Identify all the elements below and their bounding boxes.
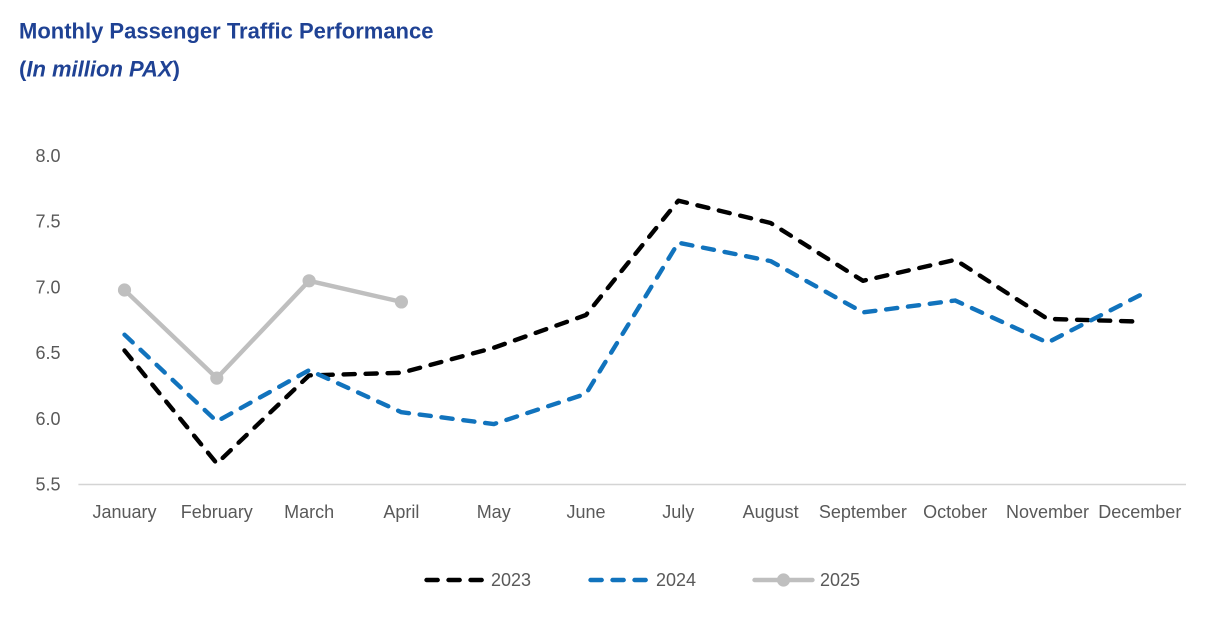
- svg-text:6.5: 6.5: [35, 343, 60, 363]
- svg-text:7.5: 7.5: [35, 212, 60, 232]
- svg-text:5.5: 5.5: [35, 475, 60, 495]
- svg-text:April: April: [383, 502, 419, 522]
- svg-text:March: March: [284, 502, 334, 522]
- svg-text:7.0: 7.0: [35, 277, 60, 297]
- svg-text:November: November: [1006, 502, 1089, 522]
- svg-text:Monthly Passenger Traffic Perf: Monthly Passenger Traffic Performance: [19, 18, 433, 43]
- svg-text:October: October: [923, 502, 987, 522]
- svg-text:(In million PAX): (In million PAX): [19, 56, 180, 81]
- svg-text:2024: 2024: [656, 570, 696, 590]
- svg-text:8.0: 8.0: [35, 146, 60, 166]
- svg-text:January: January: [92, 502, 156, 522]
- svg-text:February: February: [181, 502, 253, 522]
- svg-text:December: December: [1098, 502, 1181, 522]
- svg-text:June: June: [566, 502, 605, 522]
- svg-text:May: May: [477, 502, 511, 522]
- svg-text:July: July: [662, 502, 694, 522]
- svg-text:August: August: [743, 502, 799, 522]
- svg-text:6.0: 6.0: [35, 409, 60, 429]
- svg-text:2025: 2025: [820, 570, 860, 590]
- svg-text:September: September: [819, 502, 907, 522]
- svg-text:2023: 2023: [491, 570, 531, 590]
